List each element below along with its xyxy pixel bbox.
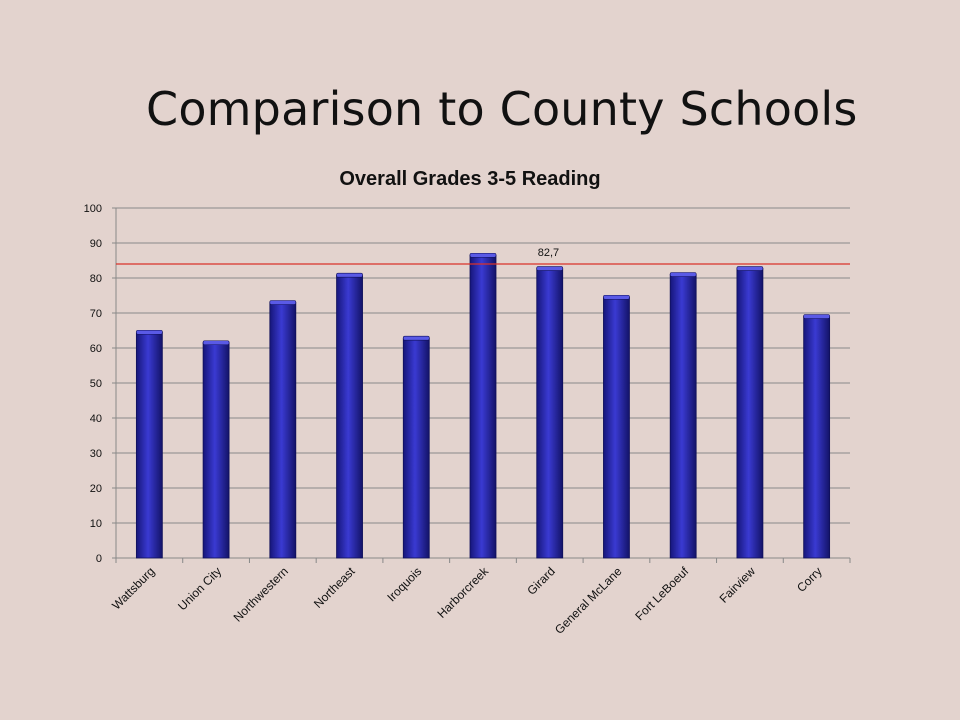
bar-cap [803,314,830,319]
x-tick-label: Corry [794,564,825,595]
bar-group [603,294,630,559]
y-tick-label: 20 [90,483,102,495]
x-tick-label: Fairview [717,564,759,606]
reference-line-label: 82,7 [538,247,559,259]
y-tick-label: 100 [84,203,102,215]
y-tick-label: 10 [90,518,102,530]
x-tick-label: Iroquois [384,564,424,604]
x-tick-label: Union City [175,564,224,613]
bar [603,296,630,559]
bar-cap [536,266,564,271]
bar-group [669,272,697,559]
y-tick-label: 90 [90,238,102,250]
bar-cap [736,266,764,271]
bar-group [269,300,297,559]
bar-group [803,314,831,559]
x-tick-label: Northwestern [231,564,291,624]
y-tick-label: 50 [90,378,102,390]
bar [536,268,564,559]
bar-cap [336,272,363,278]
bar-group [202,340,230,559]
x-tick-label: Girard [524,564,557,597]
bar-cap [669,272,697,277]
bar-group [402,335,430,559]
bar [202,342,230,559]
bar [736,268,764,559]
bar-cap [603,294,630,300]
x-tick-label: General McLane [552,564,625,637]
x-tick-label: Northeast [311,564,358,611]
bar [269,302,297,559]
bar-cap [269,300,297,305]
bar-cap [136,329,163,335]
y-tick-label: 70 [90,308,102,320]
slide-title: Comparison to County Schools [146,82,858,136]
bar-group [336,272,363,559]
bar-cap [202,340,230,346]
bar-group [469,252,497,559]
y-tick-label: 0 [96,553,102,565]
x-tick-label: Harborcreek [435,564,492,621]
bar [469,254,497,559]
bar-group [536,266,564,559]
bar [336,274,363,559]
bar-group [135,329,163,559]
y-tick-label: 40 [90,413,102,425]
x-tick-label: Fort LeBoeuf [632,564,691,623]
bar [135,331,163,559]
x-tick-label: Wattsburg [109,564,157,612]
y-tick-label: 60 [90,343,102,355]
chart-title: Overall Grades 3-5 Reading [339,168,600,190]
bar-cap [402,335,430,341]
bar [402,337,430,559]
y-tick-label: 80 [90,273,102,285]
bar [803,316,831,559]
y-tick-label: 30 [90,448,102,460]
bar-group [736,266,764,559]
bar [669,274,697,559]
bar-cap [469,252,497,258]
